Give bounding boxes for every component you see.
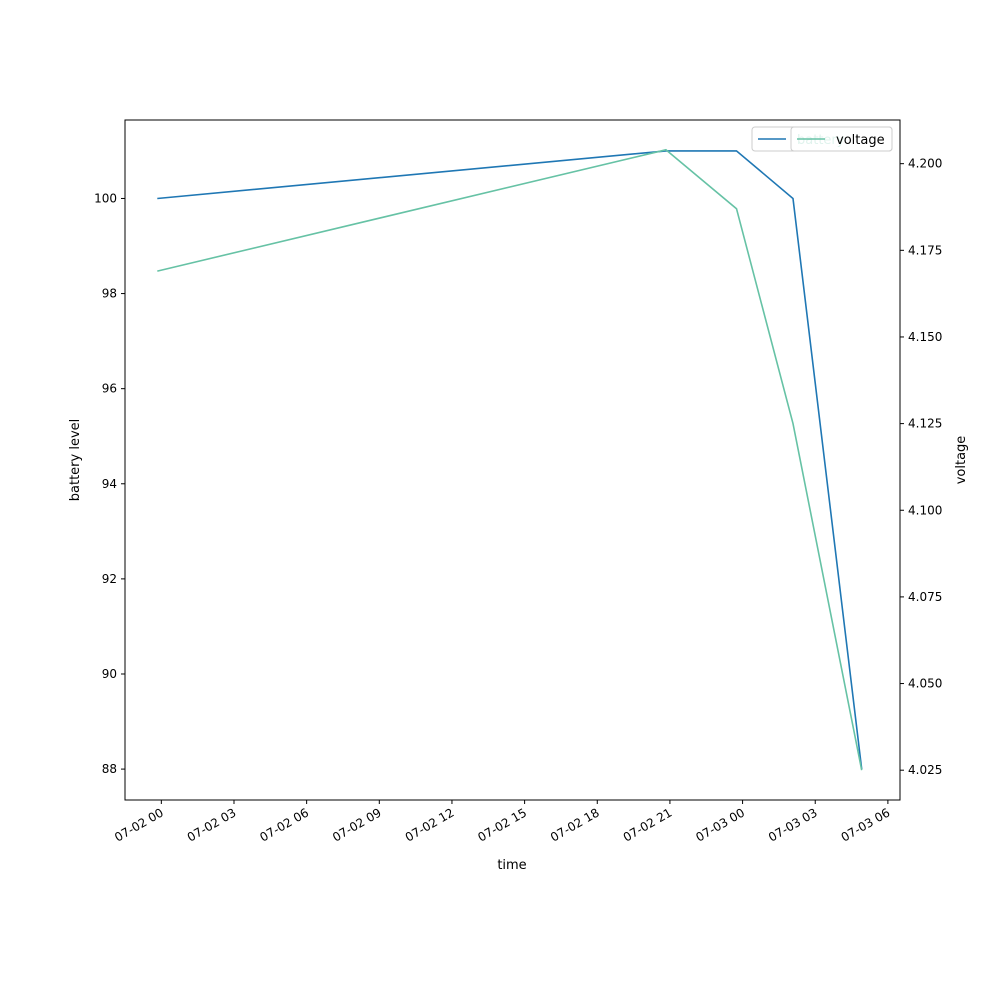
y2-axis-label: voltage [954,436,969,485]
x-tick-label: 07-02 21 [621,805,675,844]
y-tick-label: 90 [102,667,117,681]
y2-tick-label: 4.200 [908,157,942,171]
y-axis-label: battery level [68,419,83,502]
x-tick-label: 07-02 00 [112,805,166,844]
y-tick-label: 94 [102,477,117,491]
x-tick-label: 07-02 18 [548,805,602,844]
y-tick-label: 96 [102,382,117,396]
y-tick-label: 88 [102,762,117,776]
x-tick-label: 07-02 15 [475,805,529,844]
x-axis-label: time [497,858,526,873]
y2-tick-label: 4.100 [908,503,942,517]
y-tick-label: 92 [102,572,117,586]
x-tick-label: 07-03 06 [839,805,893,844]
series-line-battery [157,150,863,770]
legend-label-voltage: voltage [836,133,885,148]
x-axis: 07-02 00 07-02 03 07-02 06 07-02 09 07-02 12… [112,800,892,845]
x-tick-label: 07-02 09 [330,805,384,844]
y2-tick-label: 4.150 [908,330,942,344]
y2-tick-label: 4.025 [908,763,942,777]
plot-frame [124,119,901,801]
x-tick-label: 07-02 12 [403,805,457,844]
legend-right-axis: voltage [790,126,893,152]
y-tick-label: 98 [102,287,117,301]
y2-tick-label: 4.175 [908,243,942,257]
x-tick-label: 07-03 00 [693,805,747,844]
y-axis-left: 88 90 92 94 96 98 100 [94,191,125,776]
y2-tick-label: 4.050 [908,677,942,691]
y-tick-label: 100 [94,191,117,205]
y-axis-right: 4.025 4.050 4.075 4.100 4.125 4.150 4.175 4.200 [900,157,942,777]
x-tick-label: 07-02 06 [257,805,311,844]
y2-tick-label: 4.075 [908,590,942,604]
series-line-voltage [157,148,863,771]
x-tick-label: 07-03 03 [766,805,820,844]
y2-tick-label: 4.125 [908,417,942,431]
x-tick-label: 07-02 03 [185,805,239,844]
series-lines [157,148,863,771]
